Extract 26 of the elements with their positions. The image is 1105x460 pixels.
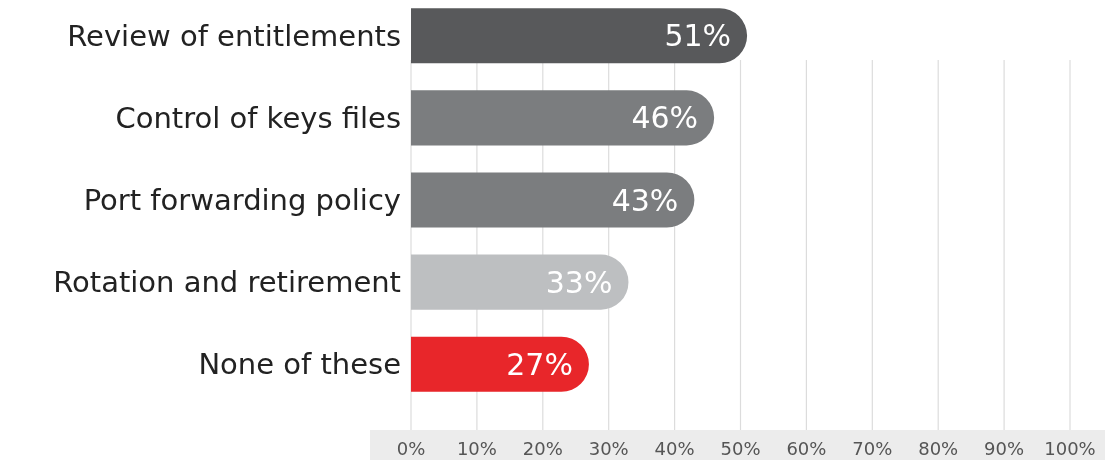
x-tick-label: 0% bbox=[396, 437, 426, 459]
x-tick-label: 20% bbox=[522, 437, 563, 459]
data-label: 43% bbox=[611, 182, 679, 218]
x-tick-label: 40% bbox=[654, 437, 695, 459]
y-tick-label: None of these bbox=[198, 347, 401, 382]
data-label: 27% bbox=[506, 346, 573, 382]
bar bbox=[411, 8, 748, 64]
y-tick-label: Review of entitlements bbox=[67, 18, 401, 53]
data-label: 33% bbox=[545, 264, 613, 300]
x-tick-label: 60% bbox=[786, 437, 827, 459]
x-tick-label: 10% bbox=[456, 437, 497, 459]
bar bbox=[411, 254, 629, 310]
y-tick-label: Control of keys files bbox=[115, 100, 401, 135]
x-tick-label: 70% bbox=[852, 437, 893, 459]
y-tick-label: Rotation and retirement bbox=[53, 265, 401, 300]
y-tick-label: Port forwarding policy bbox=[83, 183, 401, 217]
x-tick-label: 80% bbox=[918, 437, 959, 459]
bar bbox=[411, 90, 715, 146]
x-tick-label: 100% bbox=[1044, 437, 1096, 459]
bar bbox=[411, 172, 695, 228]
data-label: 51% bbox=[664, 18, 732, 54]
data-label: 46% bbox=[631, 100, 699, 136]
bar bbox=[411, 336, 589, 392]
x-tick-label: 90% bbox=[984, 437, 1025, 459]
x-tick-label: 30% bbox=[588, 437, 629, 459]
x-tick-label: 50% bbox=[720, 437, 761, 459]
